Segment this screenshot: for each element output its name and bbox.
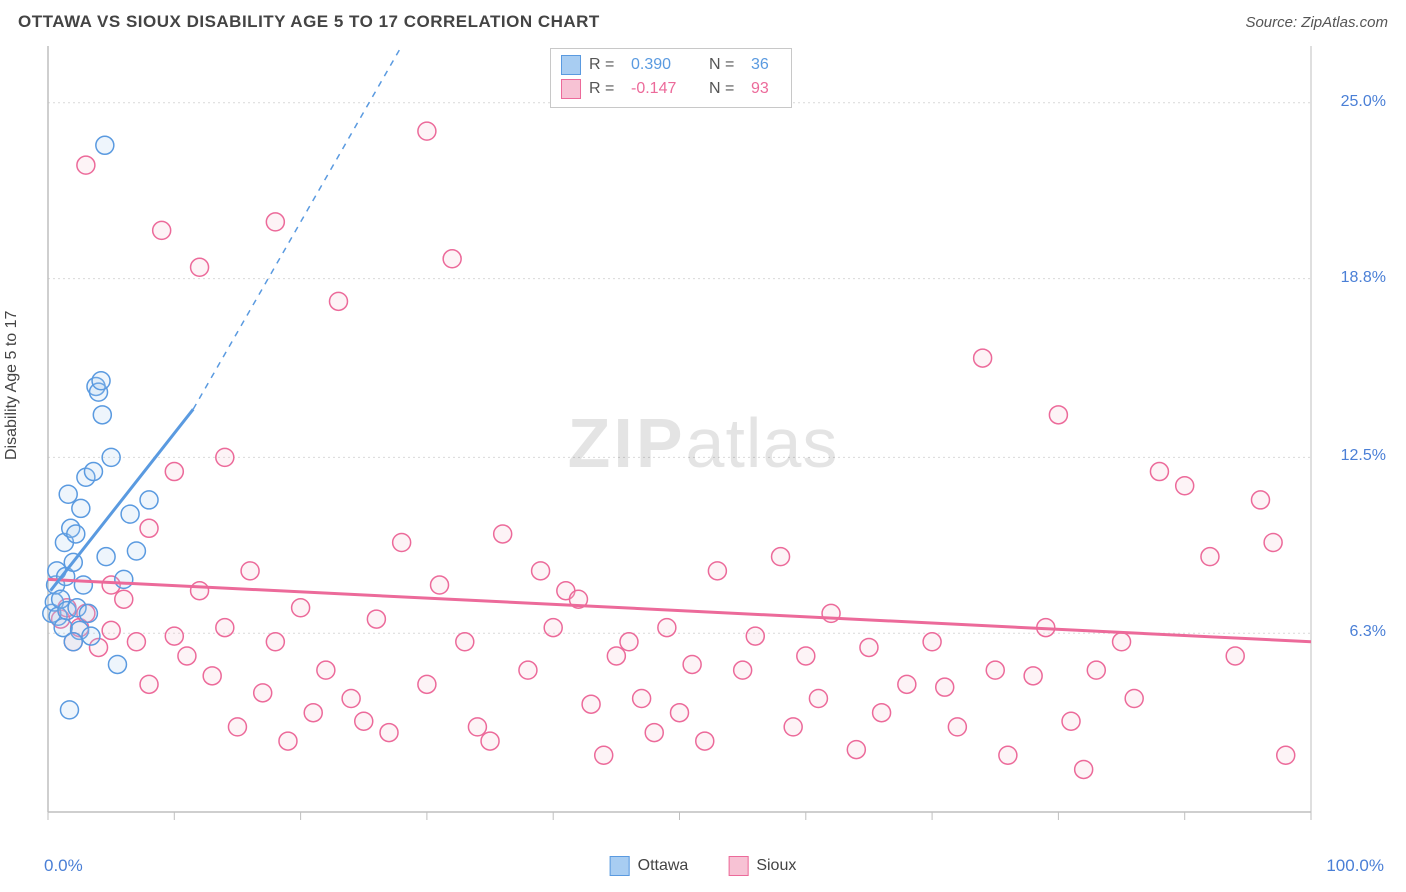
y-tick-label: 12.5% bbox=[1341, 447, 1386, 465]
n-value-sioux: 93 bbox=[751, 77, 781, 101]
n-value-ottawa: 36 bbox=[751, 53, 781, 77]
page-title: OTTAWA VS SIOUX DISABILITY AGE 5 TO 17 C… bbox=[18, 12, 600, 32]
swatch-ottawa bbox=[561, 55, 581, 75]
r-value-ottawa: 0.390 bbox=[631, 53, 701, 77]
swatch-sioux bbox=[561, 79, 581, 99]
swatch-ottawa-icon bbox=[610, 856, 630, 876]
legend-row-sioux: R = -0.147 N = 93 bbox=[561, 77, 781, 101]
source-label: Source: ZipAtlas.com bbox=[1245, 14, 1388, 31]
y-tick-label: 25.0% bbox=[1341, 93, 1386, 111]
correlation-scatter-chart bbox=[0, 40, 1406, 850]
y-tick-label: 6.3% bbox=[1350, 623, 1386, 641]
series-legend: Ottawa Sioux bbox=[610, 856, 797, 876]
correlation-legend: R = 0.390 N = 36 R = -0.147 N = 93 bbox=[550, 48, 792, 108]
x-axis-min-label: 0.0% bbox=[44, 856, 83, 876]
y-axis-label: Disability Age 5 to 17 bbox=[3, 311, 21, 460]
r-value-sioux: -0.147 bbox=[631, 77, 701, 101]
x-axis-max-label: 100.0% bbox=[1326, 856, 1384, 876]
y-tick-label: 18.8% bbox=[1341, 269, 1386, 287]
legend-item-ottawa: Ottawa bbox=[610, 856, 689, 876]
swatch-sioux-icon bbox=[728, 856, 748, 876]
legend-row-ottawa: R = 0.390 N = 36 bbox=[561, 53, 781, 77]
legend-item-sioux: Sioux bbox=[728, 856, 796, 876]
chart-container: Disability Age 5 to 17 ZIPatlas R = 0.39… bbox=[0, 40, 1406, 880]
